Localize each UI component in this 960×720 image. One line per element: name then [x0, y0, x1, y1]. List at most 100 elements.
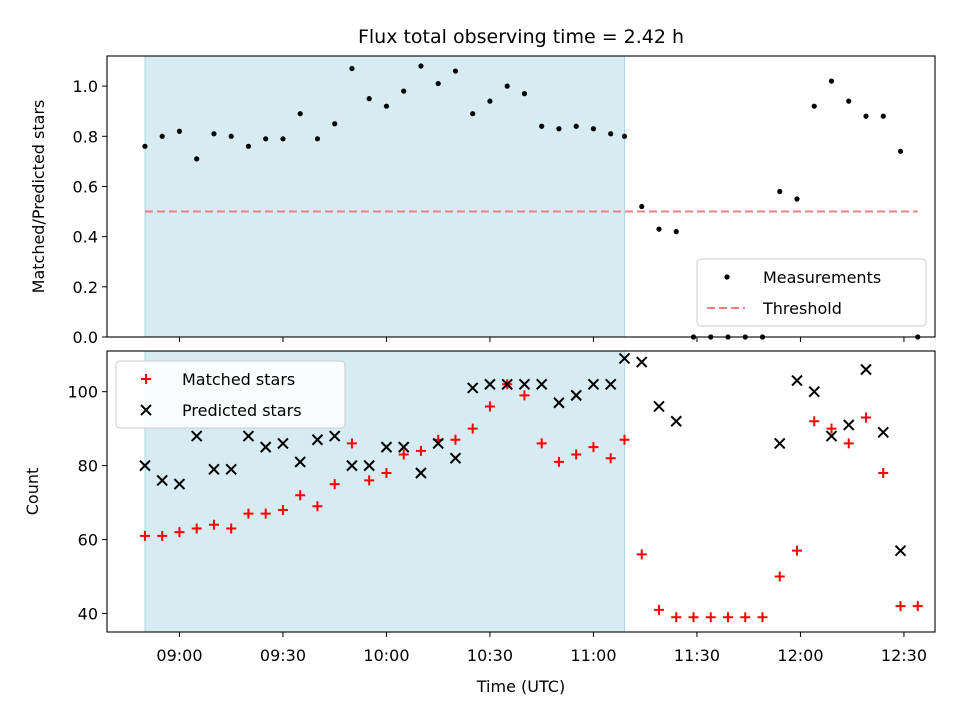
matched-star-point: [519, 390, 530, 401]
predicted-star-point: [604, 378, 617, 390]
measurement-point: [794, 196, 800, 202]
ratio-panel: 0.0 0.2 0.4 0.6 0.8 1.0 Matched/Predicted sta…: [29, 55, 936, 347]
matched-star-point: [619, 434, 630, 445]
measurement-point: [504, 83, 510, 89]
predicted-star-point: [380, 441, 393, 453]
predicted-star-point: [259, 441, 272, 453]
predicted-star-point: [774, 437, 786, 450]
x-tick-label: 10:00: [363, 646, 409, 665]
x-tick-label: 09:30: [260, 646, 306, 665]
y-tick-label: 0.2: [73, 278, 98, 297]
matched-star-point: [191, 523, 202, 534]
predicted-star-point: [208, 463, 220, 476]
x-tick-label: 11:00: [570, 646, 616, 665]
count-panel-frame: [106, 350, 936, 633]
predicted-star-point: [156, 474, 168, 487]
matched-star-point: [329, 479, 340, 490]
measurement-point: [349, 65, 355, 72]
y-tick-label: 40: [78, 605, 98, 624]
matched-star-point: [415, 445, 426, 456]
legend-dot-swatch: [724, 274, 730, 280]
predicted-star-point: [894, 544, 907, 557]
measurement-point: [608, 131, 614, 137]
predicted-star-point: [415, 467, 427, 479]
predicted-star-point: [860, 363, 872, 376]
matched-star-point: [809, 416, 820, 427]
predicted-star-point: [518, 378, 531, 390]
measurement-point: [452, 68, 459, 74]
predicted-star-point: [139, 459, 151, 472]
measurement-point: [176, 128, 183, 134]
predicted-star-point: [535, 378, 548, 390]
measurement-point: [280, 136, 286, 142]
predicted-star-point: [808, 385, 820, 398]
measurement-point: [487, 98, 493, 104]
predicted-star-point: [225, 463, 237, 476]
measurement-point: [639, 203, 645, 210]
matched-star-point: [688, 612, 699, 623]
predicted-star-point: [501, 378, 513, 390]
measurement-point: [228, 133, 234, 139]
legend-label: Predicted stars: [182, 401, 302, 420]
measurement-point: [159, 133, 165, 139]
predicted-star-point: [277, 437, 289, 450]
measurement-point: [194, 156, 200, 162]
matched-star-point: [740, 612, 751, 623]
count-panel-legend: Matched stars Predicted stars: [115, 360, 346, 429]
ratio-panel-legend: Measurements Threshold: [696, 258, 927, 327]
y-tick-label: 0.4: [73, 228, 98, 247]
matched-star-point: [295, 490, 306, 501]
legend-label: Matched stars: [182, 370, 295, 389]
predicted-star-point: [587, 378, 600, 390]
matched-star-point: [671, 612, 682, 623]
predicted-star-point: [173, 478, 186, 490]
matched-star-point: [277, 504, 288, 515]
chart-title: Flux total observing time = 2.42 h: [358, 26, 684, 48]
measurement-point: [401, 88, 407, 94]
predicted-star-point: [653, 400, 665, 413]
matched-star-point: [346, 438, 357, 449]
measurement-point: [314, 136, 321, 142]
measurement-point: [142, 143, 148, 149]
matched-star-point: [398, 449, 409, 460]
predicted-star-point: [346, 459, 358, 472]
legend-label: Threshold: [762, 299, 842, 318]
matched-star-point: [312, 501, 323, 512]
matched-star-point: [536, 438, 547, 449]
matched-star-point: [705, 612, 716, 623]
x-tick-label: 11:30: [674, 646, 720, 665]
matched-star-point: [243, 508, 254, 519]
measurement-point: [863, 113, 869, 119]
matched-star-point: [364, 475, 375, 486]
measurement-point: [621, 133, 628, 139]
y-tick-label: 0.6: [73, 177, 98, 196]
measurement-point: [332, 121, 338, 127]
y-tick-label: 100: [67, 383, 98, 402]
matched-star-point: [757, 612, 768, 623]
measurement-point: [556, 126, 562, 132]
measurement-point: [418, 63, 424, 69]
matched-star-point: [912, 601, 923, 612]
predicted-star-point: [636, 356, 648, 368]
matched-star-point: [843, 438, 854, 449]
ratio-panel-shade: [144, 55, 625, 338]
matched-star-point: [260, 508, 271, 519]
y-tick-label: 80: [78, 457, 98, 476]
predicted-star-point: [328, 430, 341, 442]
matched-star-point: [381, 468, 392, 479]
x-tick-label: 12:30: [881, 646, 927, 665]
measurement-point: [897, 148, 904, 154]
predicted-star-point: [190, 430, 203, 442]
predicted-star-point: [670, 415, 682, 427]
predicted-star-point: [618, 352, 631, 365]
predicted-star-point: [791, 374, 803, 387]
measurement-point: [211, 131, 217, 137]
measurement-point: [673, 229, 679, 235]
x-tick-label: 12:00: [777, 646, 823, 665]
legend-label: Measurements: [763, 268, 881, 287]
matched-star-point: [895, 601, 906, 612]
matched-star-point: [792, 545, 802, 556]
predicted-star-point: [877, 426, 889, 439]
measurement-point: [590, 126, 597, 132]
